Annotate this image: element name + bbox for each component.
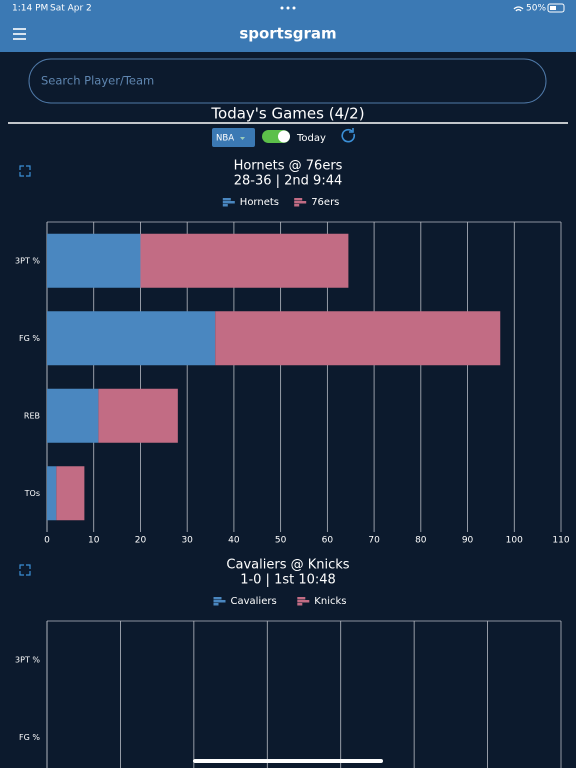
bar-segment [47, 311, 216, 366]
legend-label: Cavaliers [231, 596, 277, 607]
dropdown-arrow [240, 137, 245, 140]
legend-swatch [213, 603, 219, 606]
chart-title: Cavaliers @ Knicks [226, 558, 349, 573]
legend-swatch [222, 201, 235, 204]
status-time: 1:14 PM [12, 4, 48, 14]
y-tick-label: TOs [24, 489, 40, 498]
bar-segment [47, 233, 141, 288]
refresh-button[interactable] [341, 128, 356, 143]
bar-segment [98, 388, 178, 443]
app-title: sportsgram [239, 25, 336, 43]
x-tick-label: 100 [506, 536, 523, 546]
x-tick-label: 10 [88, 536, 100, 546]
legend-swatch [294, 201, 307, 204]
x-tick-label: 50 [275, 536, 287, 546]
chart-subtitle: 28-36 | 2nd 9:44 [234, 174, 343, 189]
legend-swatch [297, 600, 310, 603]
legend-swatch [222, 204, 228, 207]
games-heading: Today's Games (4/2) [210, 105, 364, 123]
search-placeholder: Search Player/Team [41, 74, 154, 88]
legend-swatch [213, 597, 222, 600]
chart-subtitle: 1-0 | 1st 10:48 [240, 573, 336, 588]
league-dropdown[interactable] [212, 128, 255, 147]
menu-button[interactable] [13, 28, 26, 40]
legend-swatch [297, 597, 306, 600]
expand-icon [19, 564, 31, 576]
legend-swatch [294, 204, 300, 207]
x-tick-label: 80 [415, 536, 427, 546]
bar-segment [215, 311, 501, 366]
status-battery: 50% [526, 4, 546, 14]
status-dots [280, 6, 296, 10]
x-tick-label: 60 [322, 536, 334, 546]
y-tick-label: FG % [19, 334, 40, 343]
chart-title: Hornets @ 76ers [234, 159, 343, 174]
x-tick-label: 110 [552, 536, 569, 546]
expand-icon [19, 165, 31, 177]
y-tick-label: 3PT % [15, 256, 40, 265]
y-tick-label: REB [24, 411, 40, 420]
x-tick-label: 30 [181, 536, 193, 546]
league-label: NBA [216, 134, 234, 144]
toggle-label: Today [296, 133, 326, 144]
today-toggle[interactable] [262, 130, 290, 143]
y-tick-label: FG % [19, 733, 40, 742]
status-date: Sat Apr 2 [50, 4, 92, 14]
x-tick-label: 0 [44, 536, 50, 546]
bar-segment [56, 466, 85, 521]
bar-segment [47, 466, 57, 521]
wifi-icon [513, 6, 524, 12]
bar-segment [47, 388, 99, 443]
legend-label: 76ers [311, 197, 339, 208]
battery-icon [547, 3, 565, 13]
legend-swatch [213, 600, 226, 603]
x-tick-label: 40 [228, 536, 240, 546]
y-tick-label: 3PT % [15, 655, 40, 664]
home-indicator [193, 759, 383, 763]
legend-swatch [222, 198, 231, 201]
legend-label: Hornets [240, 197, 279, 208]
legend-swatch [294, 198, 303, 201]
x-tick-label: 20 [135, 536, 147, 546]
legend-label: Knicks [314, 596, 346, 607]
legend-swatch [297, 603, 303, 606]
search-box[interactable] [28, 58, 547, 104]
bar-segment [140, 233, 349, 288]
x-tick-label: 90 [462, 536, 474, 546]
x-tick-label: 70 [368, 536, 380, 546]
